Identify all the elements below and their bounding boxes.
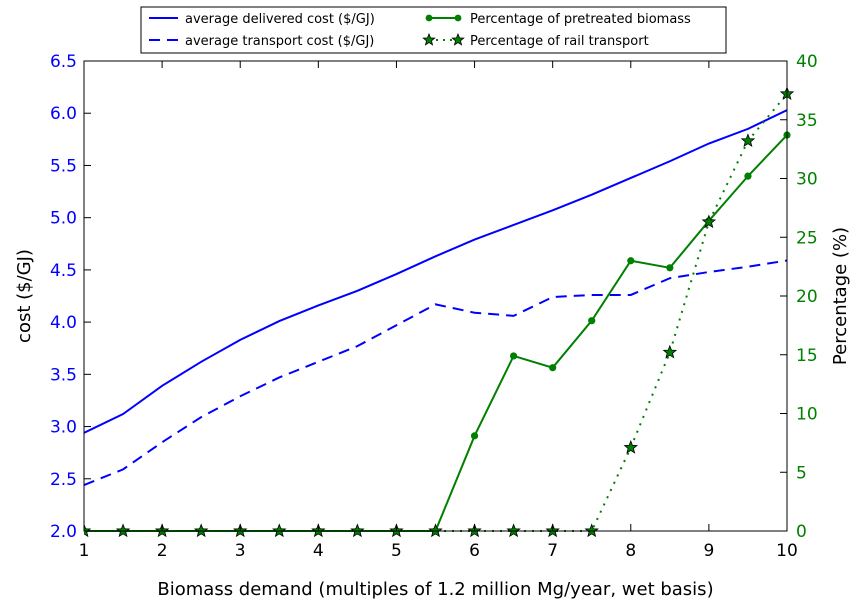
data-point <box>470 432 479 440</box>
series-1 <box>84 259 788 486</box>
legend-entry-2: Percentage of pretreated biomass <box>425 12 691 27</box>
series-0 <box>84 109 788 434</box>
x-tick-label: 7 <box>547 541 558 561</box>
x-tick-label: 4 <box>313 541 324 561</box>
y-left-tick-label: 6.0 <box>50 104 77 124</box>
y-left-tick-label: 5.5 <box>50 156 77 176</box>
x-tick-label: 6 <box>469 541 480 561</box>
y-right-tick-label: 0 <box>796 522 807 542</box>
legend-marker <box>422 32 436 46</box>
y-right-tick-label: 35 <box>796 111 818 131</box>
plot-area <box>84 61 787 531</box>
x-tick-label: 3 <box>235 541 246 561</box>
star-marker <box>506 523 521 537</box>
star-marker <box>662 344 678 359</box>
star-marker <box>350 523 365 537</box>
data-point <box>627 257 635 265</box>
y-axis-label-left: cost ($/GJ) <box>14 249 35 343</box>
data-point <box>744 172 752 180</box>
legend-entry-1: average transport cost ($/GJ) <box>149 34 374 49</box>
y-right-tick-label: 25 <box>796 228 818 248</box>
y-left-tick-label: 3.0 <box>50 418 77 438</box>
legend-entry-3: Percentage of rail transport <box>422 32 649 49</box>
y-right-tick-label: 20 <box>796 287 818 307</box>
x-tick-label: 9 <box>703 541 714 561</box>
legend-marker <box>425 14 433 22</box>
legend-label: Percentage of pretreated biomass <box>470 12 691 27</box>
x-tick-label: 2 <box>157 541 168 561</box>
series-line-1 <box>84 259 788 486</box>
y-right-tick-label: 10 <box>796 405 818 425</box>
x-tick-label: 10 <box>776 541 798 561</box>
y-left-tick-label: 5.0 <box>50 209 77 229</box>
legend-label: average transport cost ($/GJ) <box>185 34 374 49</box>
star-marker <box>740 133 756 148</box>
star-marker <box>84 523 92 537</box>
legend-marker <box>451 32 465 46</box>
data-point <box>588 317 596 325</box>
y-left-tick-label: 2.0 <box>50 522 77 542</box>
data-point <box>549 364 557 372</box>
y-left-tick-label: 2.5 <box>50 470 77 490</box>
y-right-tick-label: 40 <box>796 52 818 72</box>
star-marker <box>115 523 131 537</box>
y-left-tick-label: 3.5 <box>50 365 77 385</box>
legend-entry-0: average delivered cost ($/GJ) <box>149 12 375 27</box>
data-point <box>666 264 674 272</box>
y-right-tick-label: 15 <box>796 346 818 366</box>
y-axis-label-right: Percentage (%) <box>830 227 850 365</box>
plot-background <box>84 61 787 531</box>
x-tick-label: 8 <box>625 541 636 561</box>
x-tick-label: 1 <box>79 541 90 561</box>
x-axis-label: Biomass demand (multiples of 1.2 million… <box>157 579 713 600</box>
legend-label: average delivered cost ($/GJ) <box>185 12 375 27</box>
star-marker <box>584 523 599 537</box>
axes: 1 2 3 4 5 6 7 8 9 10 2.0 2.5 3.0 3.5 4.0 4.5 5.0 5.5 6.0 6.… <box>14 52 850 600</box>
legend-marker <box>454 14 462 22</box>
series-line-0 <box>84 109 788 434</box>
y-left-tick-label: 4.0 <box>50 313 77 333</box>
star-marker <box>428 523 443 537</box>
legend-box <box>140 6 727 54</box>
star-marker <box>701 214 717 229</box>
star-marker <box>623 439 639 454</box>
y-right-tick-label: 30 <box>796 170 818 190</box>
y-left-tick-label: 4.5 <box>50 261 77 281</box>
star-marker <box>272 523 287 537</box>
data-point <box>510 352 518 360</box>
y-left-tick-label: 6.5 <box>50 52 77 72</box>
star-marker <box>193 523 209 537</box>
y-right-tick-label: 5 <box>796 463 807 483</box>
x-tick-label: 5 <box>391 541 402 561</box>
legend-label: Percentage of rail transport <box>470 34 649 49</box>
legend: average delivered cost ($/GJ) average tra… <box>140 6 727 54</box>
